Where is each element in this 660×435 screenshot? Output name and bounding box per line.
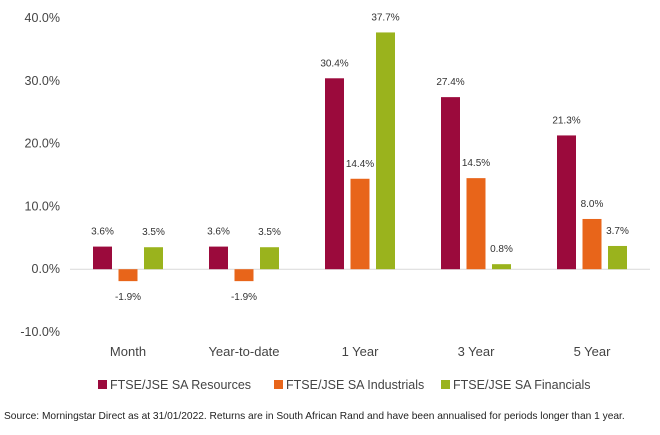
legend-swatch [98,380,107,389]
bar [144,247,163,270]
y-tick-label: -10.0% [20,325,60,339]
data-label: 3.6% [91,227,114,238]
y-tick-label: 0.0% [32,262,61,276]
legend-swatch [274,380,283,389]
x-axis-labels: Month Year-to-date 1 Year 3 Year 5 Year [110,344,611,359]
data-label: 14.4% [346,159,374,170]
bar [325,78,344,270]
legend-label: FTSE/JSE SA Resources [110,378,251,392]
data-label: 8.0% [581,199,604,210]
bar [93,246,112,270]
data-label: 37.7% [371,12,399,23]
data-label: 14.5% [462,158,490,169]
legend-label: FTSE/JSE SA Industrials [286,378,424,392]
data-label: -1.9% [115,292,141,303]
y-tick-label: 20.0% [25,137,60,151]
legend: FTSE/JSE SA Resources FTSE/JSE SA Industr… [98,378,591,392]
bar [608,245,627,270]
data-label: 3.7% [606,226,629,237]
data-label: 3.6% [207,227,230,238]
bar [582,218,602,270]
y-axis: -10.0% 0.0% 10.0% 20.0% 30.0% 40.0% [20,11,60,339]
bar [234,269,254,282]
data-label: 3.5% [142,227,165,238]
legend-label: FTSE/JSE SA Financials [453,378,591,392]
bar [441,97,460,270]
x-category-label: Month [110,344,146,359]
bars: 3.6% -1.9% 3.5% 3.6% -1.9% 3.5% 30.4% 14.4% 37.7… [91,12,629,303]
data-label: 0.8% [490,244,513,255]
x-category-label: Year-to-date [208,344,279,359]
bar [260,247,279,270]
data-label: -1.9% [231,292,257,303]
y-tick-label: 40.0% [25,11,60,25]
y-tick-label: 30.0% [25,74,60,88]
y-tick-label: 10.0% [25,199,60,213]
x-category-label: 5 Year [574,344,612,359]
data-label: 3.5% [258,227,281,238]
legend-swatch [441,380,450,389]
bar [466,178,486,270]
data-label: 27.4% [436,77,464,88]
bar [118,269,138,282]
x-category-label: 1 Year [342,344,380,359]
bar [557,135,576,270]
bar [350,178,370,270]
bar [376,32,395,270]
data-label: 30.4% [320,58,348,69]
source-footnote: Source: Morningstar Direct as at 31/01/2… [4,411,625,422]
bar [209,246,228,270]
x-category-label: 3 Year [458,344,496,359]
bar [492,264,511,270]
data-label: 21.3% [552,115,580,126]
